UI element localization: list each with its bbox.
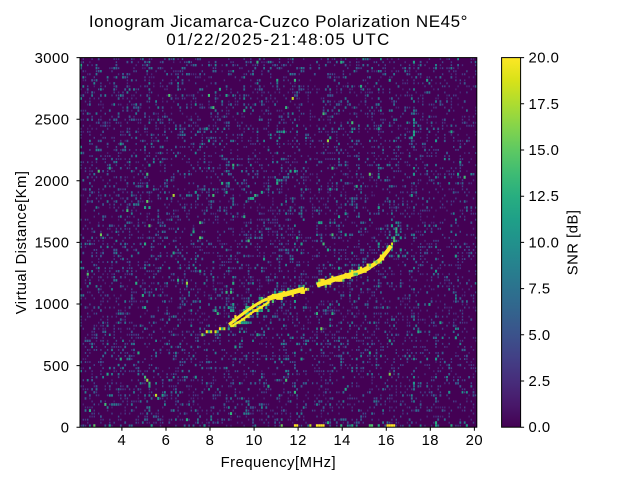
svg-text:6: 6 — [162, 433, 171, 449]
svg-text:1000: 1000 — [35, 297, 70, 313]
svg-text:7.5: 7.5 — [529, 282, 551, 298]
svg-text:20.0: 20.0 — [529, 51, 560, 67]
svg-text:15.0: 15.0 — [529, 143, 560, 159]
svg-text:2.5: 2.5 — [529, 374, 551, 390]
svg-text:10.0: 10.0 — [529, 235, 560, 251]
svg-text:Ionogram Jicamarca-Cuzco Polar: Ionogram Jicamarca-Cuzco Polarization NE… — [89, 12, 468, 31]
svg-text:12.5: 12.5 — [529, 189, 560, 205]
svg-text:01/22/2025-21:48:05 UTC: 01/22/2025-21:48:05 UTC — [166, 30, 390, 49]
svg-text:14: 14 — [333, 433, 350, 449]
svg-text:1500: 1500 — [35, 236, 70, 252]
svg-text:2000: 2000 — [35, 174, 70, 190]
svg-text:0: 0 — [61, 420, 70, 436]
svg-text:3000: 3000 — [35, 51, 70, 67]
svg-text:5.0: 5.0 — [529, 328, 551, 344]
svg-text:Frequency[MHz]: Frequency[MHz] — [221, 455, 337, 471]
svg-text:8: 8 — [206, 433, 215, 449]
svg-text:0.0: 0.0 — [529, 420, 551, 436]
svg-text:4: 4 — [118, 433, 127, 449]
svg-text:Virtual Distance[Km]: Virtual Distance[Km] — [14, 171, 30, 315]
svg-text:12: 12 — [289, 433, 306, 449]
svg-text:20: 20 — [466, 433, 483, 449]
svg-text:2500: 2500 — [35, 112, 70, 128]
svg-text:500: 500 — [43, 359, 69, 375]
svg-text:16: 16 — [378, 433, 395, 449]
svg-text:10: 10 — [245, 433, 262, 449]
svg-text:18: 18 — [422, 433, 439, 449]
svg-text:17.5: 17.5 — [529, 97, 560, 113]
svg-text:SNR [dB]: SNR [dB] — [566, 210, 582, 276]
